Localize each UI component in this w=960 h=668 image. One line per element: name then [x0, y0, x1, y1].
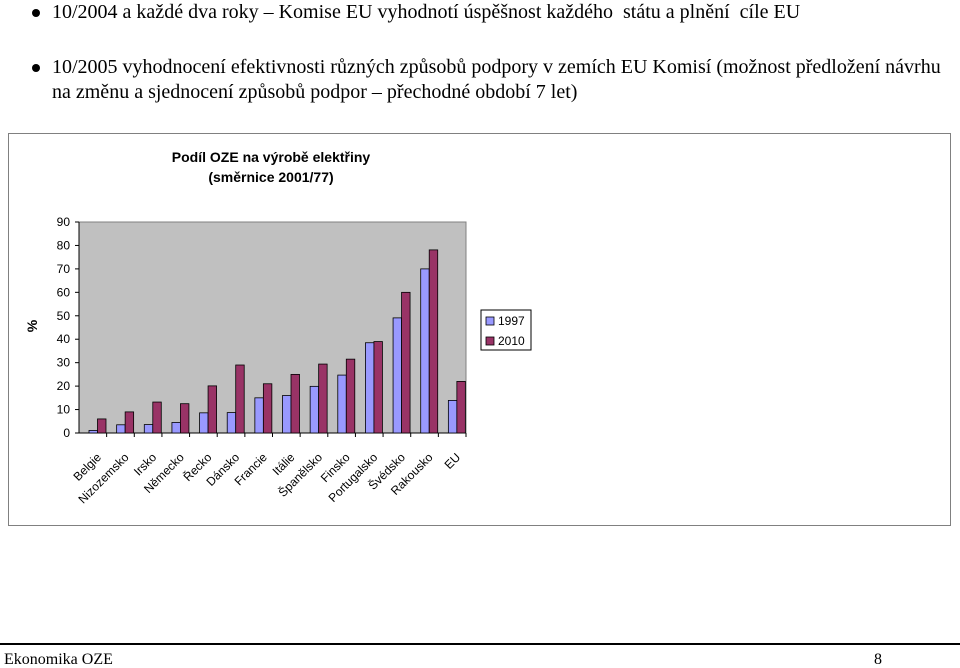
bar-2010-Belgie [97, 418, 107, 434]
bar-1997-Rakousko [420, 268, 430, 434]
chart-title: Podíl OZE na výrobě elektřiny [172, 149, 371, 165]
legend-label-2010: 2010 [498, 334, 525, 348]
y-tick-label: 10 [57, 403, 71, 417]
legend-label-1997: 1997 [498, 314, 525, 328]
bar-2010-Nizozemsko [124, 411, 135, 434]
bar-2010-Dánsko [235, 364, 245, 434]
bar-2010-Německo [180, 403, 190, 434]
page-number: 8 [874, 651, 882, 668]
y-tick-label: 70 [57, 262, 71, 276]
bar-1997-Itálie [282, 395, 292, 434]
y-tick-label: 30 [57, 356, 71, 370]
bar-1997-Řecko [199, 412, 209, 434]
bar-1997-Irsko [143, 424, 154, 434]
bar-2010-EU [456, 381, 466, 434]
bar-1997-Portugalsko [365, 342, 375, 434]
bullet-text: 10/2005 vyhodnocení efektivnosti různých… [52, 56, 946, 103]
bar-1997-Německo [171, 422, 181, 434]
bar-1997-Španělsko [309, 385, 320, 434]
bar-2010-Rakousko [428, 249, 439, 434]
bar-chart: Podíl OZE na výrobě elektřiny (směrnice … [24, 149, 532, 506]
legend-swatch-1997 [485, 316, 495, 326]
bullet-text: 10/2004 a každé dva roky – Komise EU vyh… [52, 1, 801, 23]
chart-subtitle: (směrnice 2001/77) [208, 169, 333, 185]
bar-2010-Francie [262, 383, 273, 434]
bar-2010-Španělsko [318, 363, 328, 434]
bar-2010-Itálie [290, 373, 300, 434]
bar-1997-Dánsko [226, 412, 237, 434]
bar-2010-Švédsko [401, 291, 411, 434]
bullet-item-1: 10/2004 a každé dva roky – Komise EU vyh… [18, 0, 800, 25]
bar-1997-Finsko [337, 374, 347, 434]
bar-1997-Belgie [88, 430, 98, 434]
bar-1997-Nizozemsko [116, 424, 126, 434]
y-axis-label: % [24, 319, 40, 332]
bullet-icon [32, 64, 40, 72]
bar-2010-Řecko [207, 385, 217, 434]
y-tick-label: 50 [57, 309, 71, 323]
bar-2010-Finsko [345, 358, 356, 434]
x-tick-label: EU [442, 450, 464, 472]
y-tick-label: 60 [57, 285, 71, 299]
y-tick-label: 40 [57, 332, 71, 346]
bar-1997-EU [447, 400, 458, 434]
bar-1997-Francie [254, 397, 264, 434]
bar-2010-Irsko [152, 401, 162, 434]
bar-2010-Portugalsko [373, 341, 383, 434]
footer-title: Ekonomika OZE [4, 651, 113, 668]
bullet-icon [32, 9, 40, 17]
bullet-item-2: 10/2005 vyhodnocení efektivnosti různých… [18, 55, 958, 105]
chart-frame: Podíl OZE na výrobě elektřiny (směrnice … [8, 133, 951, 526]
legend-swatch-2010 [485, 336, 495, 346]
y-tick-label: 90 [57, 215, 71, 229]
y-tick-label: 0 [63, 426, 70, 440]
bar-1997-Švédsko [392, 317, 402, 434]
footer-divider [0, 643, 960, 645]
y-tick-label: 20 [57, 379, 71, 393]
y-tick-label: 80 [57, 238, 71, 252]
